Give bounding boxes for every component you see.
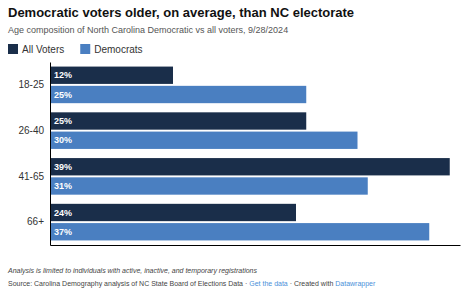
y-axis-line — [50, 63, 51, 246]
x-axis-line — [51, 245, 461, 246]
data-labels: 12% 25% 39% 24% 25% 30% 31% 37% — [54, 70, 72, 237]
source-text: Source: Carolina Demography analysis of … — [8, 280, 249, 288]
data-label: 37% — [54, 227, 72, 237]
chart: Democratic voters older, on average, tha… — [0, 0, 474, 297]
footnote: Analysis is limited to individuals with … — [7, 267, 257, 275]
data-label: 25% — [54, 90, 72, 100]
data-label: 39% — [54, 162, 72, 172]
y-tick: 26-40 — [18, 125, 50, 136]
data-label: 30% — [54, 135, 72, 145]
bar — [50, 223, 429, 240]
legend-label: All Voters — [22, 44, 64, 55]
data-label: 12% — [54, 70, 72, 80]
source-text: · Created with — [288, 280, 335, 287]
bar — [50, 86, 306, 103]
legend: All Voters Democrats — [8, 44, 143, 55]
subtitle: Age composition of North Carolina Democr… — [8, 25, 288, 35]
source-link: Get the data — [249, 280, 288, 287]
bar — [50, 67, 173, 84]
legend-label: Democrats — [94, 44, 142, 55]
data-label: 24% — [54, 208, 72, 218]
bar — [50, 158, 450, 175]
legend-item: Democrats — [80, 44, 142, 55]
y-axis: 18-25 26-40 41-65 66+ — [18, 63, 50, 246]
y-tick-label: 41-65 — [18, 171, 44, 182]
y-tick: 66+ — [27, 216, 50, 227]
y-tick: 41-65 — [18, 171, 50, 182]
y-tick-label: 66+ — [27, 216, 44, 227]
source-line: Source: Carolina Demography analysis of … — [8, 280, 376, 288]
legend-swatch — [80, 44, 90, 54]
bar — [50, 204, 296, 221]
source-link: Datawrapper — [335, 280, 376, 288]
data-label: 31% — [54, 181, 72, 191]
y-tick-label: 26-40 — [18, 125, 44, 136]
bars — [50, 67, 450, 241]
bar — [50, 177, 368, 194]
bar — [50, 112, 306, 129]
y-tick: 18-25 — [18, 79, 50, 90]
bar — [50, 132, 358, 149]
y-tick-label: 18-25 — [18, 79, 44, 90]
legend-swatch — [8, 44, 18, 54]
data-label: 25% — [54, 116, 72, 126]
plot: 12% 25% 39% 24% 25% 30% 31% 37% 18-25 26-40 41-65 6… — [18, 63, 460, 246]
title: Democratic voters older, on average, tha… — [8, 5, 354, 20]
x-axis — [51, 245, 461, 246]
legend-item: All Voters — [8, 44, 64, 55]
